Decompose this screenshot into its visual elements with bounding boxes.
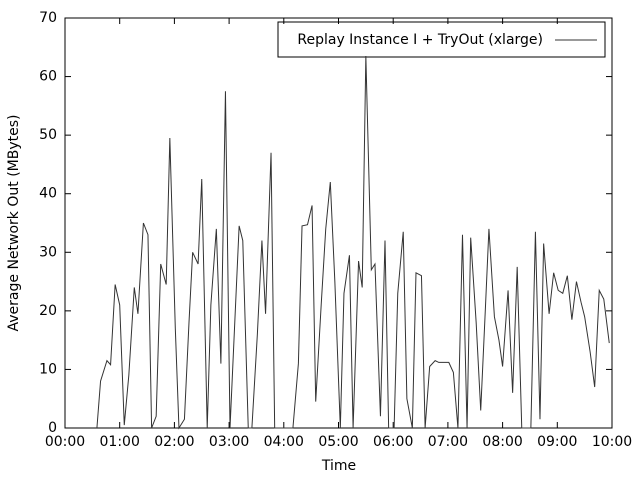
x-tick-label: 07:00	[428, 434, 468, 450]
x-tick-label: 06:00	[373, 434, 413, 450]
x-tick-label: 01:00	[100, 434, 140, 450]
y-tick-label: 70	[39, 10, 57, 26]
x-axis-label: Time	[321, 458, 356, 474]
data-line	[96, 56, 610, 430]
x-tick-label: 05:00	[318, 434, 358, 450]
x-tick-label: 08:00	[482, 434, 522, 450]
y-tick-label: 40	[39, 186, 57, 202]
x-tick-label: 03:00	[209, 434, 249, 450]
y-tick-label: 20	[39, 303, 57, 319]
legend-box	[277, 21, 606, 58]
y-tick-label: 10	[39, 361, 57, 377]
x-tick-label: 00:00	[45, 434, 85, 450]
x-tick-label: 04:00	[264, 434, 304, 450]
x-tick-label: 09:00	[537, 434, 577, 450]
y-tick-label: 0	[48, 420, 57, 436]
x-tick-label: 02:00	[154, 434, 194, 450]
y-axis-label: Average Network Out (MBytes)	[6, 115, 22, 332]
y-tick-label: 30	[39, 244, 57, 260]
x-tick-label: 10:00	[592, 434, 632, 450]
y-tick-label: 50	[39, 127, 57, 143]
y-tick-label: 60	[39, 69, 57, 85]
legend-label: Replay Instance I + TryOut (xlarge)	[297, 32, 543, 48]
